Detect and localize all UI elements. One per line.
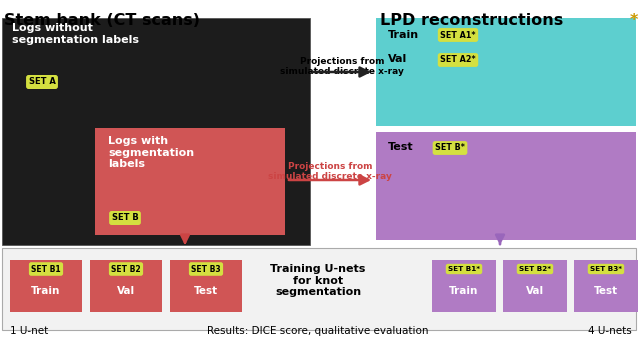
Text: Val: Val xyxy=(117,286,135,296)
Text: SET A: SET A xyxy=(29,78,56,86)
Text: Test: Test xyxy=(388,142,413,152)
Text: Test: Test xyxy=(594,286,618,296)
Text: Logs without
segmentation labels: Logs without segmentation labels xyxy=(12,23,139,45)
Bar xyxy=(170,260,242,312)
Text: SET B: SET B xyxy=(111,213,138,223)
Bar xyxy=(90,260,162,312)
Bar xyxy=(95,128,285,235)
Text: *: * xyxy=(630,13,638,28)
Text: Val: Val xyxy=(526,286,544,296)
Text: 4 U-nets: 4 U-nets xyxy=(588,326,632,336)
Text: Train: Train xyxy=(388,30,419,40)
Bar xyxy=(2,18,310,245)
Bar xyxy=(10,260,82,312)
Text: SET B1*: SET B1* xyxy=(448,266,480,272)
Text: LPD reconstructions: LPD reconstructions xyxy=(380,13,563,28)
Text: SET B3*: SET B3* xyxy=(590,266,622,272)
Text: Stem bank (CT scans): Stem bank (CT scans) xyxy=(4,13,200,28)
Text: Logs with
segmentation
labels: Logs with segmentation labels xyxy=(108,136,194,169)
Text: 1 U-net: 1 U-net xyxy=(10,326,48,336)
Text: SET B3: SET B3 xyxy=(191,264,221,273)
Text: SET A2*: SET A2* xyxy=(440,56,476,64)
Text: Projections from
simulated discrete x-ray: Projections from simulated discrete x-ra… xyxy=(280,57,404,76)
Text: Val: Val xyxy=(388,54,407,64)
Text: Train: Train xyxy=(449,286,479,296)
Bar xyxy=(376,18,636,126)
Text: Train: Train xyxy=(31,286,61,296)
Bar xyxy=(376,132,636,240)
Text: SET B2*: SET B2* xyxy=(519,266,551,272)
Bar xyxy=(574,260,638,312)
Bar xyxy=(503,260,567,312)
Text: Training U-nets
for knot
segmentation: Training U-nets for knot segmentation xyxy=(270,264,365,297)
Text: Projections from
simulated discrete x-ray: Projections from simulated discrete x-ra… xyxy=(268,162,392,181)
Text: SET B2: SET B2 xyxy=(111,264,141,273)
Bar xyxy=(2,248,636,330)
Text: Test: Test xyxy=(194,286,218,296)
Text: SET B*: SET B* xyxy=(435,143,465,153)
Text: SET A1*: SET A1* xyxy=(440,31,476,39)
Text: Results: DICE score, qualitative evaluation: Results: DICE score, qualitative evaluat… xyxy=(207,326,429,336)
Bar xyxy=(432,260,496,312)
Text: SET B1: SET B1 xyxy=(31,264,61,273)
